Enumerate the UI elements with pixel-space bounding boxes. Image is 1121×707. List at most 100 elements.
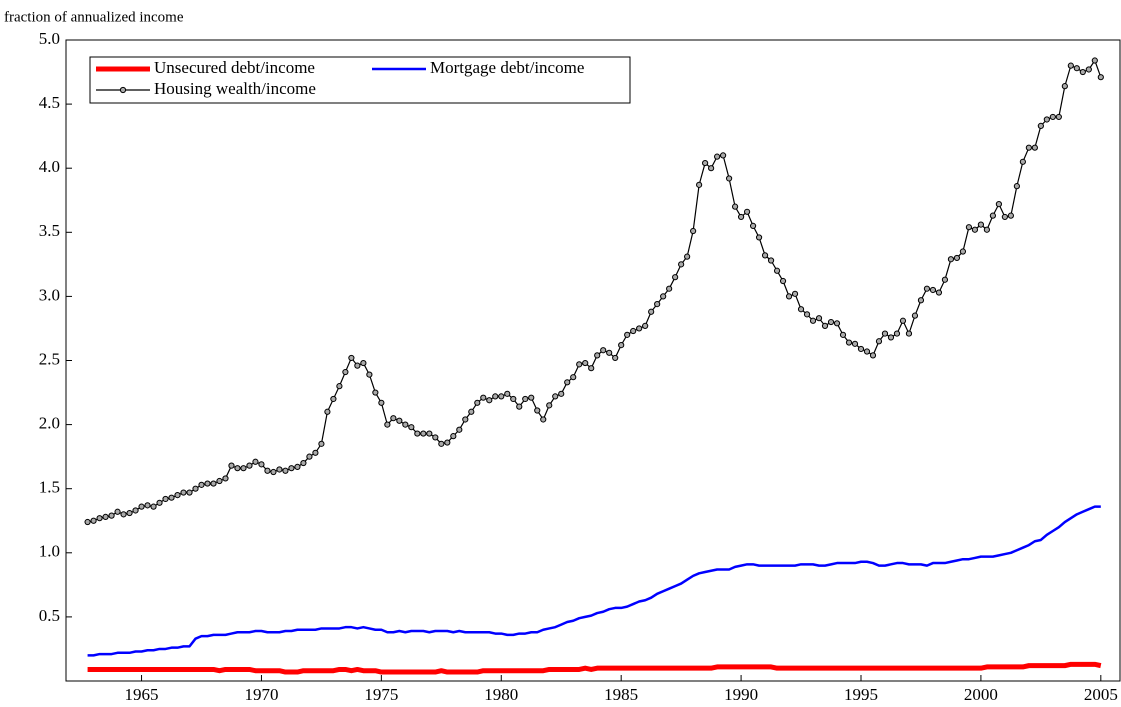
series-marker [660, 293, 667, 300]
series-marker [672, 274, 679, 281]
series-marker [540, 416, 547, 423]
series-marker [941, 276, 949, 283]
series-marker [594, 352, 601, 359]
series-marker [1001, 213, 1008, 221]
series-marker [702, 159, 709, 167]
series-marker [875, 338, 883, 345]
series-marker [252, 458, 259, 465]
series-marker [510, 395, 517, 403]
series-marker [785, 293, 793, 300]
series-marker [1049, 113, 1056, 121]
series-marker [696, 181, 703, 188]
series-marker [797, 306, 805, 313]
series-marker [971, 226, 979, 233]
x-tick-label: 1995 [844, 685, 878, 704]
series-marker [624, 331, 631, 338]
series-marker [1043, 116, 1050, 123]
x-tick-label: 2005 [1084, 685, 1118, 704]
series-marker [989, 212, 996, 219]
legend-label: Unsecured debt/income [154, 58, 315, 77]
series-marker [324, 408, 331, 415]
series-marker [288, 465, 295, 472]
series-marker [264, 467, 271, 474]
series-marker [312, 449, 319, 456]
plot-frame [65, 39, 1121, 682]
series-marker [678, 261, 685, 268]
series-marker [995, 200, 1002, 208]
series-marker [522, 395, 529, 403]
series-marker [1085, 66, 1092, 73]
y-tick-label: 2.5 [39, 349, 60, 368]
y-tick-label: 4.0 [39, 157, 60, 176]
series-marker [534, 407, 541, 414]
series-marker [528, 394, 535, 401]
series-marker [887, 334, 895, 341]
legend-label: Housing wealth/income [154, 79, 316, 98]
y-tick-label: 3.5 [39, 221, 60, 240]
series-marker [851, 340, 859, 347]
series-marker [444, 439, 451, 446]
series-marker [648, 308, 655, 315]
series-marker [270, 468, 277, 476]
series-marker [600, 347, 607, 354]
series-marker [342, 368, 349, 376]
series-marker [1073, 65, 1080, 72]
series-marker [108, 512, 115, 519]
series-marker [396, 417, 403, 424]
series-marker [929, 286, 937, 294]
x-tick-label: 2000 [964, 685, 998, 704]
series-marker [809, 317, 817, 324]
series-marker [480, 394, 487, 401]
series-marker [96, 515, 103, 522]
series-marker [552, 393, 559, 400]
series-marker [714, 153, 721, 160]
series-marker [228, 462, 235, 469]
series-marker [935, 289, 943, 296]
series-marker [420, 430, 427, 437]
series-marker [720, 152, 727, 159]
series-marker [881, 330, 889, 337]
series-marker [318, 440, 325, 447]
series-marker [642, 322, 649, 329]
series-marker [1013, 183, 1020, 190]
series-marker [126, 509, 133, 517]
series-marker [558, 390, 565, 397]
series-marker [306, 453, 313, 460]
y-tick-label: 5.0 [39, 29, 60, 48]
series-marker [731, 203, 739, 210]
series-marker [767, 257, 775, 264]
series-marker [300, 459, 307, 467]
y-tick-label: 2.0 [39, 414, 60, 433]
series-marker [863, 348, 871, 355]
y-axis-label: fraction of annualized income [4, 9, 184, 25]
series-marker [372, 389, 379, 396]
x-tick-label: 1975 [364, 685, 398, 704]
series-marker [779, 277, 787, 285]
series-marker [432, 434, 439, 441]
series-marker [504, 390, 511, 397]
series-marker [156, 499, 163, 506]
series-marker [1097, 74, 1104, 81]
series-marker [684, 253, 691, 260]
series-marker [330, 395, 337, 403]
series-marker [114, 508, 121, 515]
series-marker [708, 165, 715, 172]
series-marker [564, 379, 571, 386]
x-tick-label: 1985 [604, 685, 638, 704]
series-marker [90, 517, 97, 524]
series-marker [210, 480, 217, 487]
series-marker [360, 359, 367, 367]
series-marker [234, 465, 241, 472]
series-marker [498, 393, 505, 400]
series-marker [1055, 113, 1062, 121]
series-marker [953, 254, 961, 262]
y-tick-label: 0.5 [39, 606, 60, 625]
series-marker [426, 430, 433, 437]
series-marker [893, 330, 901, 337]
series-line [87, 505, 1101, 657]
series-marker [174, 492, 181, 499]
series-marker [462, 416, 469, 423]
x-tick-label: 1980 [484, 685, 518, 704]
x-tick-label: 1965 [125, 685, 159, 704]
